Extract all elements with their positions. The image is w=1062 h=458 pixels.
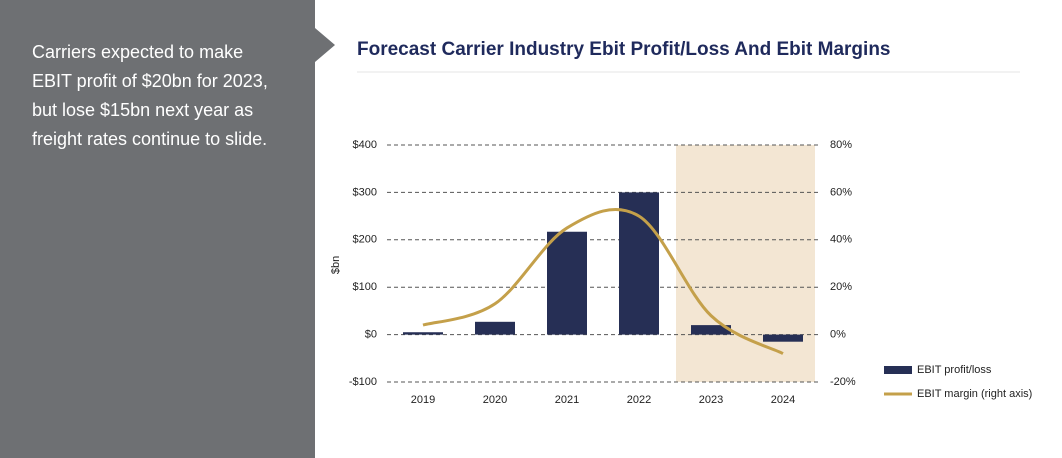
side-note: Carriers expected to make EBIT profit of… bbox=[32, 42, 268, 149]
bar bbox=[547, 231, 587, 335]
chart-title: Forecast Carrier Industry Ebit Profit/Lo… bbox=[357, 39, 891, 60]
legend-swatch bbox=[884, 366, 912, 374]
legend-label: EBIT margin (right axis) bbox=[917, 388, 1032, 400]
y2-tick-label: 20% bbox=[830, 281, 852, 293]
side-panel bbox=[0, 0, 335, 458]
x-tick-label: 2022 bbox=[627, 394, 651, 406]
line bbox=[422, 207, 784, 355]
y-axis-label: $bn bbox=[330, 256, 342, 274]
bar bbox=[763, 334, 803, 342]
y-tick-label: $400 bbox=[353, 139, 377, 151]
bar bbox=[475, 321, 515, 335]
y2-tick-label: -20% bbox=[830, 376, 856, 388]
bar bbox=[619, 192, 659, 335]
y-tick-label: $100 bbox=[353, 281, 377, 293]
y-tick-label: -$100 bbox=[349, 376, 377, 388]
y-tick-label: $300 bbox=[353, 186, 377, 198]
y2-tick-label: 60% bbox=[830, 186, 852, 198]
y-tick-label: $0 bbox=[365, 329, 377, 341]
x-tick-label: 2020 bbox=[483, 394, 507, 406]
bar bbox=[403, 332, 443, 335]
x-tick-label: 2021 bbox=[555, 394, 579, 406]
y2-tick-label: 80% bbox=[830, 139, 852, 151]
forecast-shade bbox=[676, 145, 815, 382]
bar bbox=[691, 325, 731, 335]
legend-label: EBIT profit/loss bbox=[917, 364, 992, 376]
y-tick-label: $200 bbox=[353, 234, 377, 246]
y2-tick-label: 0% bbox=[830, 329, 846, 341]
y2-tick-label: 40% bbox=[830, 234, 852, 246]
x-tick-label: 2023 bbox=[699, 394, 723, 406]
x-tick-label: 2019 bbox=[411, 394, 435, 406]
x-tick-label: 2024 bbox=[771, 394, 795, 406]
